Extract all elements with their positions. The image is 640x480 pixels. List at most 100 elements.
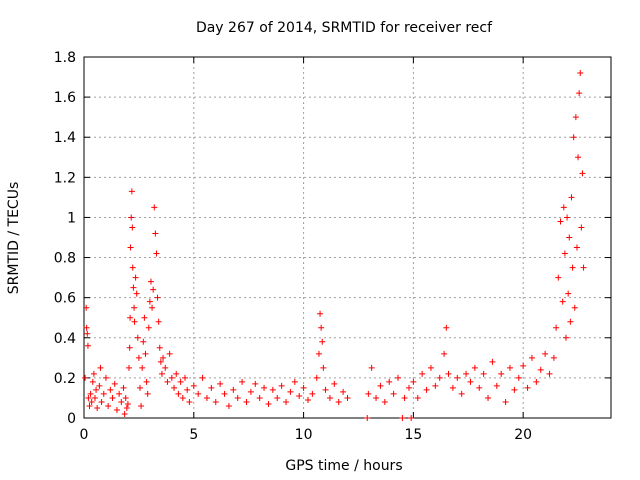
- data-point: [141, 314, 148, 321]
- data-point: [175, 390, 182, 397]
- data-point: [326, 394, 333, 401]
- data-point: [445, 370, 452, 377]
- data-point: [410, 378, 417, 385]
- data-point: [113, 406, 120, 413]
- data-point: [151, 204, 158, 211]
- data-point: [436, 374, 443, 381]
- data-point: [147, 278, 154, 285]
- data-point: [572, 114, 579, 121]
- data-point: [124, 400, 131, 407]
- data-point: [154, 294, 161, 301]
- data-point: [84, 342, 91, 349]
- plot-frame: [83, 56, 612, 419]
- data-point: [542, 350, 549, 357]
- data-point: [564, 214, 571, 221]
- data-point: [177, 378, 184, 385]
- data-point: [129, 264, 136, 271]
- data-point: [203, 394, 210, 401]
- data-point: [90, 370, 97, 377]
- data-point: [524, 384, 531, 391]
- data-point: [576, 90, 583, 97]
- data-point: [121, 410, 128, 417]
- data-point: [89, 378, 96, 385]
- data-point: [94, 404, 101, 411]
- data-point: [118, 398, 125, 405]
- data-point: [186, 398, 193, 405]
- data-point: [570, 134, 577, 141]
- data-point: [126, 364, 133, 371]
- data-point: [502, 398, 509, 405]
- data-point: [553, 324, 560, 331]
- data-point: [123, 404, 130, 411]
- data-point: [195, 390, 202, 397]
- data-point: [239, 378, 246, 385]
- data-point: [111, 380, 118, 387]
- data-point: [160, 354, 167, 361]
- data-point: [179, 394, 186, 401]
- data-point: [432, 382, 439, 389]
- data-point: [164, 378, 171, 385]
- data-point: [313, 374, 320, 381]
- data-point: [559, 298, 566, 305]
- data-point: [252, 380, 259, 387]
- data-point: [91, 394, 98, 401]
- y-tick-label: 0.8: [54, 251, 76, 267]
- data-point: [569, 264, 576, 271]
- data-point: [291, 378, 298, 385]
- data-point: [364, 415, 371, 421]
- data-point: [561, 250, 568, 257]
- data-point: [577, 70, 584, 77]
- data-point: [171, 384, 178, 391]
- data-point: [269, 386, 276, 393]
- x-tick-label: 0: [80, 427, 89, 443]
- y-tick-label: 1.8: [54, 50, 76, 66]
- data-point: [109, 394, 116, 401]
- data-point: [129, 224, 136, 231]
- data-point: [317, 310, 324, 317]
- data-point: [134, 334, 141, 341]
- data-point: [138, 402, 145, 409]
- data-point: [463, 370, 470, 377]
- data-point: [168, 374, 175, 381]
- data-point: [550, 354, 557, 361]
- data-point: [234, 394, 241, 401]
- data-point: [399, 415, 406, 421]
- data-point: [318, 324, 325, 331]
- data-point: [96, 382, 103, 389]
- y-tick-label: 1: [67, 210, 76, 226]
- data-point: [158, 370, 165, 377]
- data-point: [319, 338, 326, 345]
- data-point: [320, 364, 327, 371]
- data-point: [493, 382, 500, 389]
- data-point: [152, 230, 159, 237]
- data-point: [485, 394, 492, 401]
- data-point: [331, 380, 338, 387]
- data-point: [386, 378, 393, 385]
- data-point: [511, 386, 518, 393]
- data-point: [173, 370, 180, 377]
- data-point: [274, 394, 281, 401]
- data-point: [155, 318, 162, 325]
- data-point: [142, 350, 149, 357]
- data-point: [130, 284, 137, 291]
- data-point: [419, 370, 426, 377]
- data-point: [283, 398, 290, 405]
- data-point: [265, 400, 272, 407]
- data-point: [423, 386, 430, 393]
- data-point: [489, 358, 496, 365]
- data-point: [571, 304, 578, 311]
- data-point: [568, 194, 575, 201]
- data-point: [405, 384, 412, 391]
- data-point: [120, 384, 127, 391]
- grid-lines: [84, 57, 611, 418]
- data-point: [135, 354, 142, 361]
- data-point: [212, 398, 219, 405]
- data-point: [93, 386, 100, 393]
- data-point: [414, 394, 421, 401]
- y-tick-label: 1.4: [54, 130, 76, 146]
- data-point: [84, 330, 91, 337]
- data-point: [184, 386, 191, 393]
- y-axis-label: SRMTID / TECUs: [6, 182, 22, 295]
- data-point: [133, 290, 140, 297]
